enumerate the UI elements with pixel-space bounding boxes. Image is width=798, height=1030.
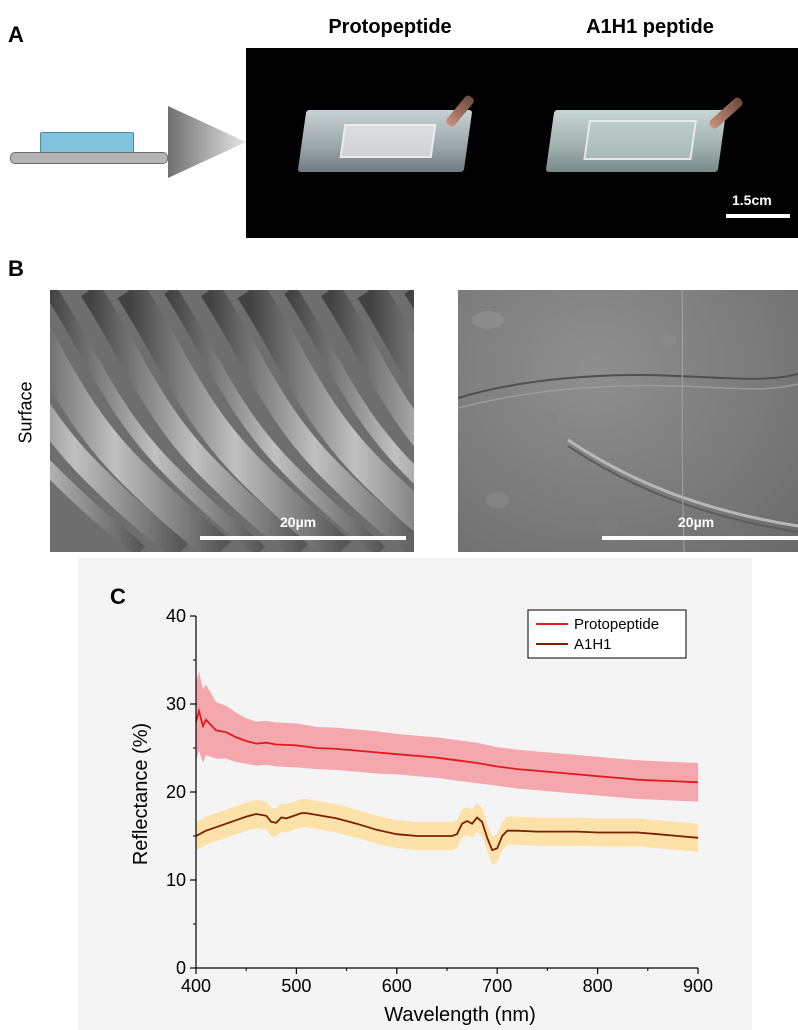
y-tick-label: 30 <box>166 694 186 714</box>
sem-ridge <box>80 290 309 552</box>
y-tick-label: 40 <box>166 606 186 626</box>
legend-label-a1h1: A1H1 <box>574 636 612 653</box>
protopeptide-series-line <box>195 707 699 784</box>
sem-ridge <box>117 290 352 552</box>
glass-substrate <box>10 152 168 164</box>
x-tick-label: 700 <box>482 976 512 996</box>
x-tick-label: 500 <box>281 976 311 996</box>
substrate-schematic <box>10 106 250 208</box>
x-tick-label: 600 <box>382 976 412 996</box>
photo-scale-label: 1.5cm <box>732 192 772 208</box>
a1h1-series-line <box>195 812 699 852</box>
sem-ridge <box>50 459 146 552</box>
sem-left-scale-label: 20µm <box>280 514 317 530</box>
x-axis-label: Wavelength (nm) <box>384 1004 536 1026</box>
sem-ridge <box>284 290 414 484</box>
sem-texture-smooth <box>458 290 798 552</box>
panel-a-letter: A <box>8 22 24 47</box>
x-tick-label: 800 <box>583 976 613 996</box>
sem-ridge <box>164 290 386 552</box>
protopeptide-error-band <box>196 671 698 802</box>
panel-c-letter: C <box>110 584 126 609</box>
y-tick-label: 20 <box>166 782 186 802</box>
legend-box <box>527 609 687 659</box>
title-a1h1-peptide: A1H1 peptide <box>586 16 714 38</box>
light-cone <box>168 106 246 178</box>
title-protopeptide: Protopeptide <box>328 16 452 38</box>
sem-left-scale-bar <box>200 536 406 540</box>
sem-ridge <box>237 290 414 532</box>
y-tick-label: 0 <box>176 958 186 978</box>
sem-ridge <box>50 290 266 552</box>
sem-ridge <box>50 403 189 552</box>
sem-right-scale-label: 20µm <box>678 514 715 530</box>
x-tick-label: 900 <box>683 976 713 996</box>
sample-photo: 1.5cm <box>246 48 798 238</box>
legend-label-protopeptide: Protopeptide <box>574 616 659 633</box>
sem-texture-rough <box>50 290 414 552</box>
panel-b-letter: B <box>8 256 24 281</box>
sem-image-a1h1: 20µm <box>458 290 798 552</box>
sem-ridge <box>320 290 414 447</box>
sem-ridge <box>200 290 414 552</box>
photo-scale-bar <box>726 214 790 218</box>
y-tick-label: 10 <box>166 870 186 890</box>
y-axis-label: Reflectance (%) <box>130 722 152 866</box>
sem-image-protopeptide: 20µm <box>50 290 414 552</box>
sem-ridge <box>357 290 414 396</box>
sem-ridge <box>50 327 232 552</box>
x-tick-label: 400 <box>181 976 211 996</box>
sem-right-scale-bar <box>602 536 798 540</box>
